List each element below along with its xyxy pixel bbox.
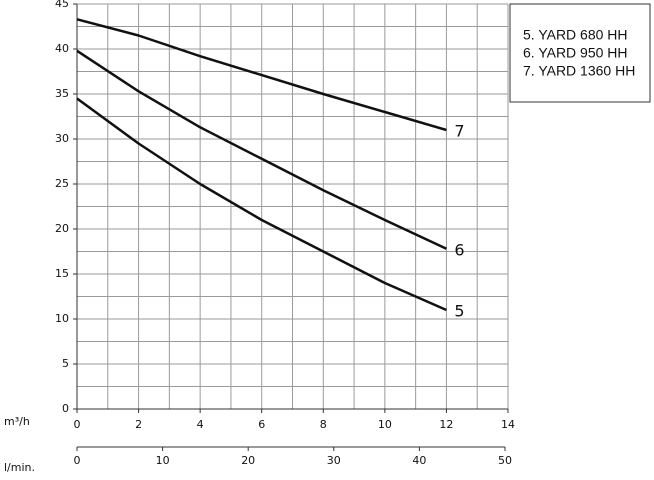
- curve-label: 6: [454, 240, 464, 259]
- y-tick-label: 30: [55, 132, 69, 145]
- curve: [76, 18, 447, 132]
- x-axis-label: m³/h: [4, 415, 30, 428]
- y-tick-label: 35: [55, 87, 69, 100]
- x2-tick-label: 0: [74, 454, 81, 467]
- x-tick-label: 6: [258, 418, 265, 431]
- y-tick-label: 25: [55, 177, 69, 190]
- x2-tick-label: 40: [412, 454, 426, 467]
- x2-tick-label: 10: [156, 454, 170, 467]
- y-tick-label: 15: [55, 267, 69, 280]
- y-tick-label: 0: [62, 402, 69, 415]
- y-tick-label: 45: [55, 0, 69, 10]
- y-tick-label: 40: [55, 42, 69, 55]
- y-tick-label: 20: [55, 222, 69, 235]
- x-tick-label: 10: [378, 418, 392, 431]
- curve-label: 7: [454, 122, 464, 141]
- x-tick-label: 12: [439, 418, 453, 431]
- x-tick-label: 8: [320, 418, 327, 431]
- legend-box: [509, 3, 651, 103]
- y-tick-label: 5: [62, 357, 69, 370]
- x2-axis-label: l/min.: [4, 461, 35, 474]
- x2-tick-label: 20: [241, 454, 255, 467]
- curve: [76, 97, 447, 312]
- legend-text: 7. YARD 1360 HH: [523, 63, 635, 79]
- y-tick-label: 10: [55, 312, 69, 325]
- x-tick-label: 14: [501, 418, 515, 431]
- curve-label: 5: [454, 302, 464, 321]
- legend-text: 5. YARD 680 HH: [523, 27, 628, 43]
- x-tick-label: 4: [197, 418, 204, 431]
- x-tick-label: 0: [74, 418, 81, 431]
- legend-text: 6. YARD 950 HH: [523, 45, 628, 61]
- curve: [76, 49, 447, 250]
- x-tick-label: 2: [135, 418, 142, 431]
- x2-tick-label: 30: [327, 454, 341, 467]
- x2-tick-label: 50: [498, 454, 512, 467]
